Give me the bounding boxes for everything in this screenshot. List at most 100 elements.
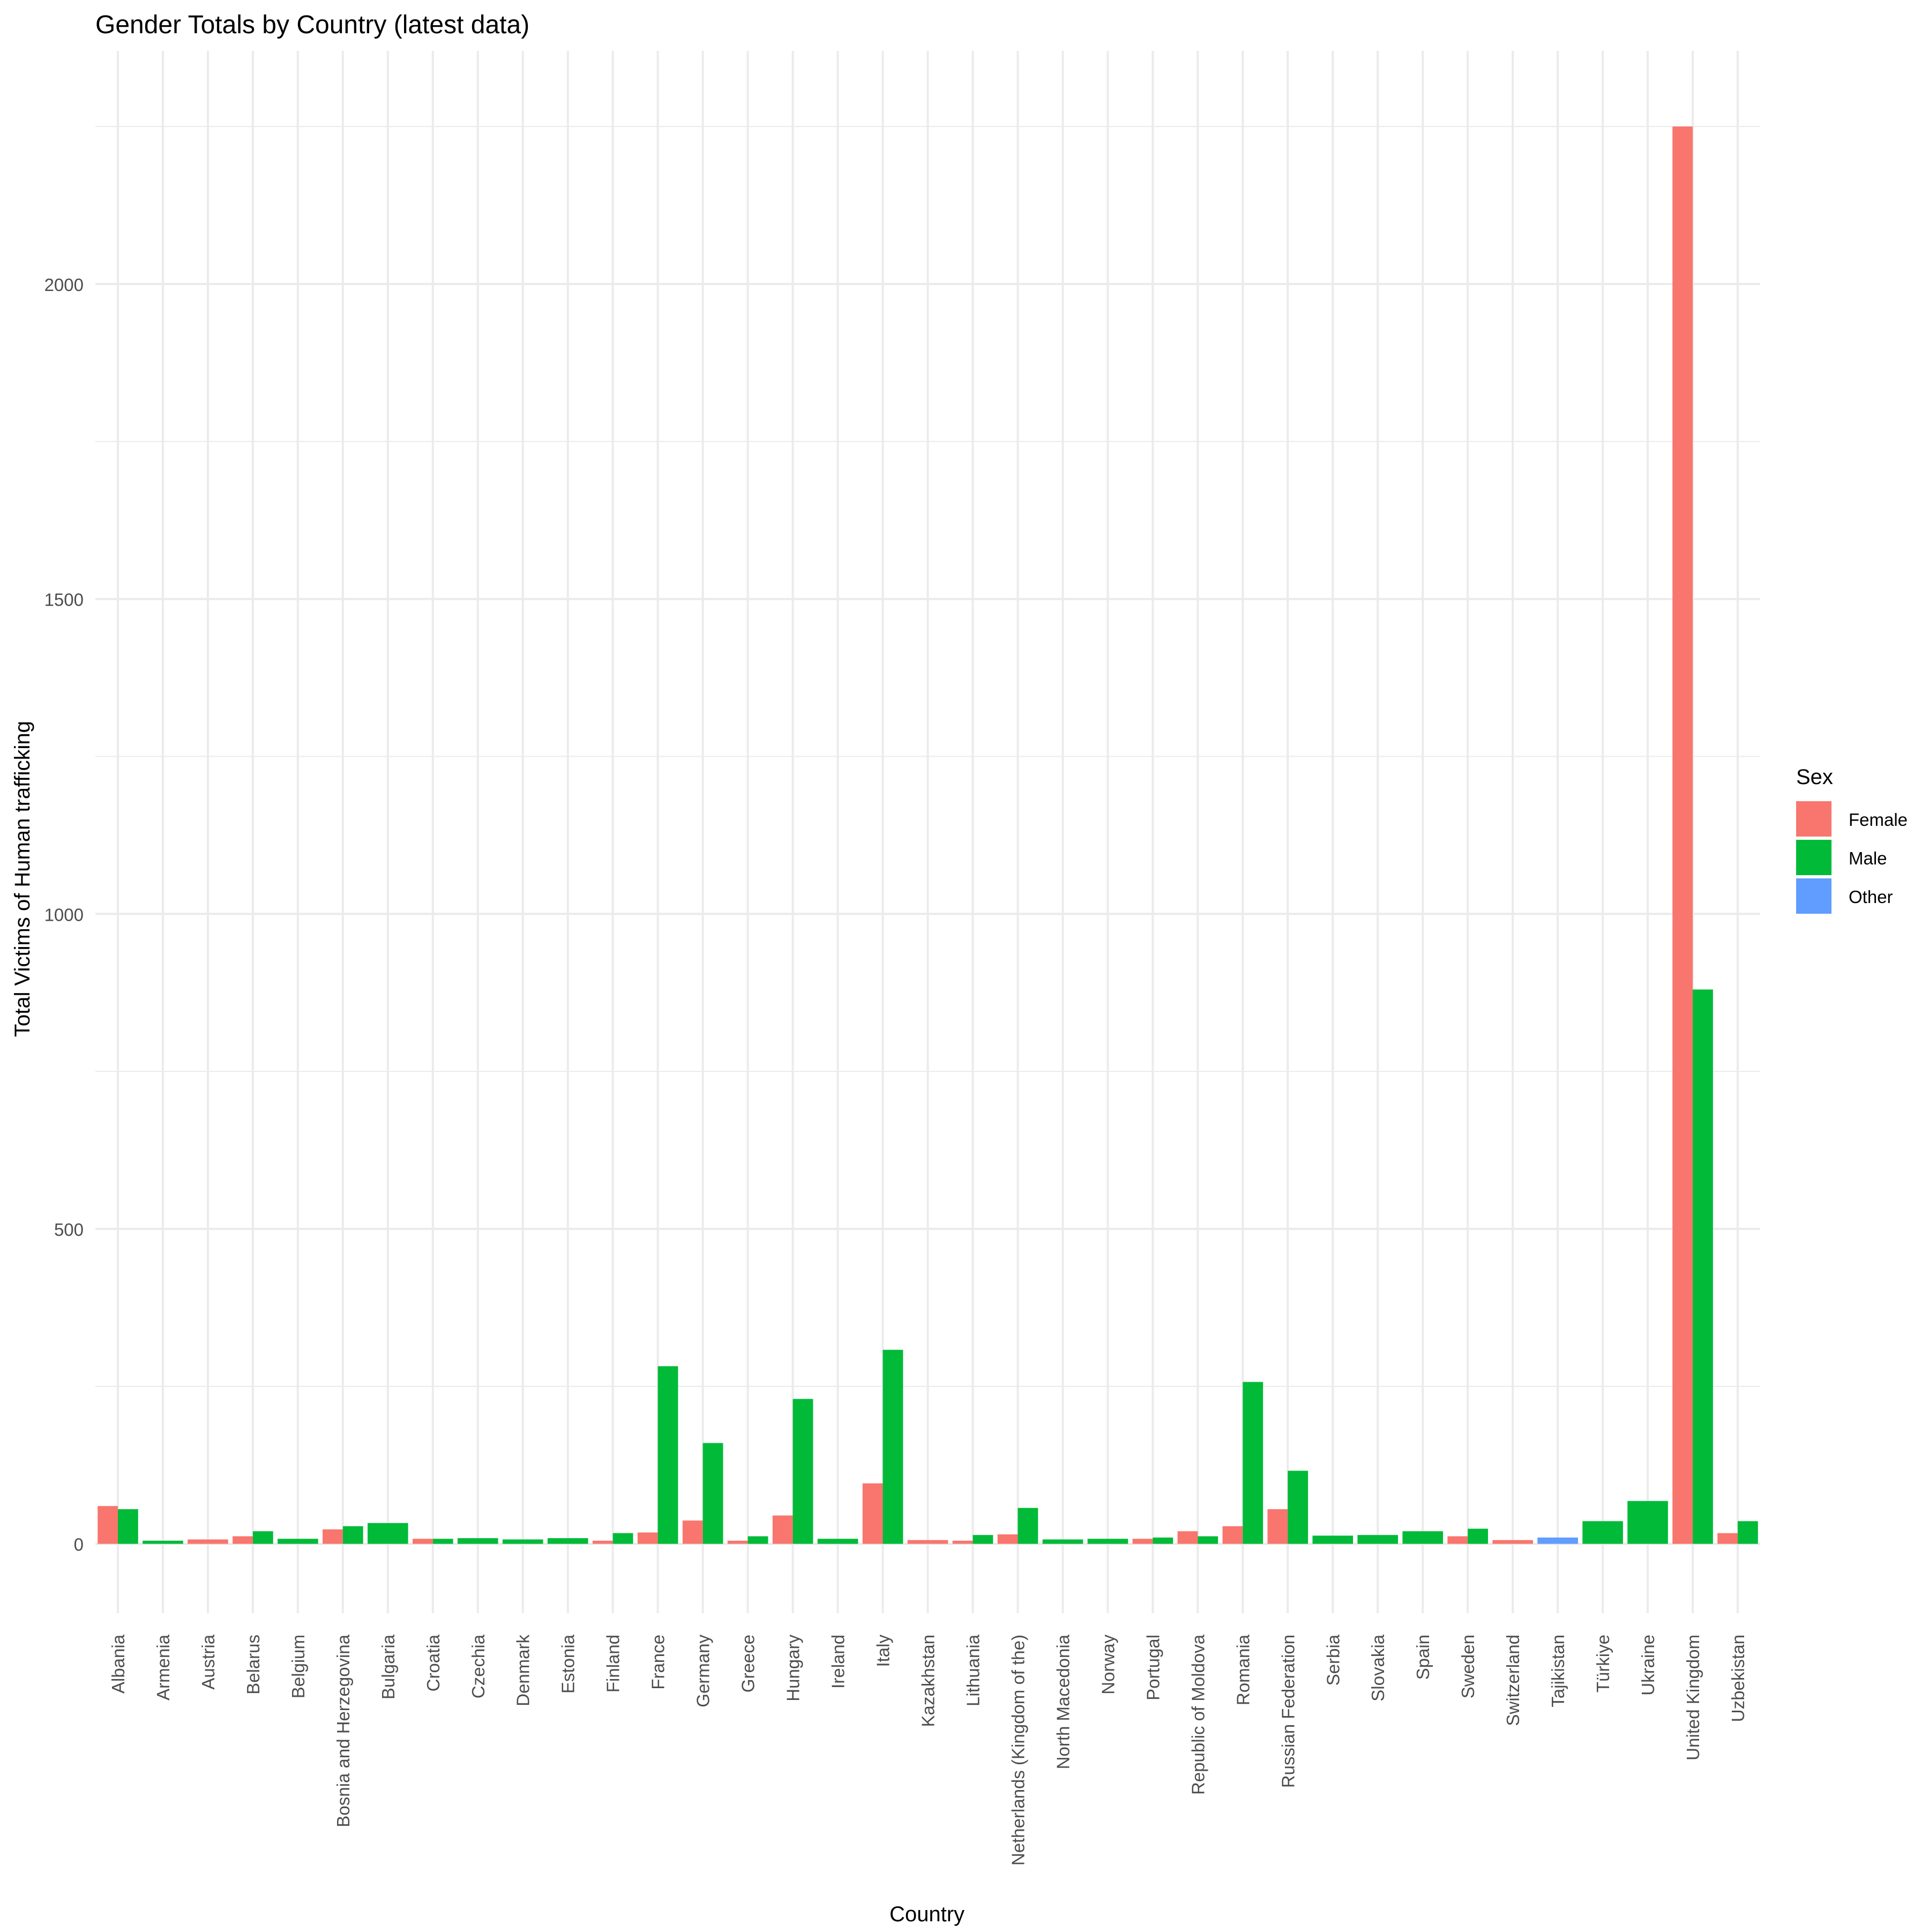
bar-male [817,1539,858,1544]
x-tick-label: Denmark [513,1635,533,1706]
bar-female [997,1534,1018,1544]
bar-female [1222,1526,1243,1544]
x-tick-label: Austria [198,1634,218,1689]
bar-male [657,1366,678,1544]
x-axis-label: Country [889,1903,965,1926]
bar-female [1672,126,1693,1544]
x-tick-label: North Macedonia [1053,1634,1073,1769]
bar-female [862,1483,883,1544]
y-tick-label: 1500 [44,590,84,610]
bar-male [143,1540,183,1544]
bar-male [1042,1539,1083,1544]
chart-title: Gender Totals by Country (latest data) [95,11,529,39]
x-tick-label: Serbia [1323,1634,1343,1685]
bar-male [883,1349,903,1544]
bar-male [747,1536,768,1544]
legend-key-other [1796,878,1831,914]
x-tick-label: Tajikistan [1548,1635,1568,1707]
x-tick-label: Bosnia and Herzegovina [333,1634,353,1827]
x-tick-label: Croatia [423,1634,443,1691]
y-tick-label: 2000 [44,275,84,295]
bar-female [188,1539,228,1544]
bar-male [457,1538,498,1544]
x-tick-label: Netherlands (Kingdom of the) [1008,1635,1028,1866]
bar-female [907,1540,948,1544]
bar-male [432,1539,453,1544]
x-tick-label: Slovakia [1368,1634,1388,1701]
y-tick-label: 0 [74,1535,84,1555]
bar-female [772,1515,793,1544]
bar-male [1018,1508,1038,1544]
x-tick-label: Bulgaria [378,1634,398,1699]
x-tick-label: Albania [108,1634,128,1694]
legend-items: Female Male Other [1796,801,1908,914]
bar-male [1738,1521,1758,1544]
bar-male [1402,1531,1443,1544]
bar-other [1537,1537,1578,1544]
bar-male [252,1531,273,1544]
bar-female [1177,1531,1198,1544]
x-tick-label: Spain [1413,1635,1433,1680]
x-tick-label: Finland [603,1635,623,1692]
bar-male [1627,1501,1668,1544]
bar-male [278,1539,318,1544]
bar-female [323,1529,343,1544]
bar-male [1582,1521,1623,1544]
x-tick-label: Norway [1098,1635,1118,1695]
x-tick-label: Ukraine [1638,1635,1658,1696]
bar-male [547,1538,588,1544]
legend-label-other: Other [1849,887,1893,907]
bar-male [1468,1528,1488,1544]
bar-female [637,1532,658,1544]
x-tick-label: Armenia [153,1634,173,1700]
bar-male [1087,1539,1128,1544]
x-tick-label: Republic of Moldova [1188,1634,1208,1795]
bar-male [1243,1382,1263,1544]
bar-male [368,1523,408,1544]
x-tick-label: United Kingdom [1683,1635,1703,1761]
bars [98,126,1758,1544]
legend-key-female [1796,801,1831,837]
y-tick-label: 1000 [44,905,84,924]
x-tick-label: Kazakhstan [918,1635,938,1727]
bar-male [502,1539,543,1544]
x-tick-label: Uzbekistan [1728,1635,1748,1722]
x-tick-label: Hungary [783,1635,803,1702]
bar-female [1447,1536,1468,1544]
bar-female [952,1540,973,1544]
bar-female [98,1506,118,1544]
x-tick-label: Belgium [288,1635,308,1698]
x-tick-label: Switzerland [1503,1635,1523,1726]
bar-male [1693,989,1713,1544]
bar-male [1153,1537,1173,1544]
legend: Sex Female Male Other [1796,765,1908,914]
x-tick-label: Czechia [468,1634,488,1698]
bar-female [1717,1533,1738,1544]
x-tick-label: Italy [873,1635,893,1667]
bar-male [973,1535,993,1544]
bar-female [592,1540,613,1544]
x-tick-label: Belarus [243,1635,263,1695]
legend-label-male: Male [1849,848,1887,868]
gridlines [95,51,1760,1613]
legend-title: Sex [1796,765,1833,789]
legend-label-female: Female [1849,810,1908,830]
axes: 0 500 1000 1500 2000 Albania Armenia Austria Bel… [44,275,1748,1866]
bar-female [1267,1509,1288,1544]
bar-male [1288,1471,1309,1544]
bar-male [612,1533,633,1544]
bar-male [1357,1535,1399,1544]
x-tick-label: Greece [738,1635,758,1692]
bar-female [413,1539,433,1544]
x-tick-label: Lithuania [963,1634,983,1706]
bar-female [233,1536,253,1544]
x-tick-label: Germany [693,1635,713,1707]
legend-key-male [1796,840,1831,875]
x-tick-label: Estonia [558,1634,578,1694]
bar-female [727,1540,748,1544]
y-axis-label: Total Victims of Human trafficking [11,721,34,1037]
bar-female [682,1520,703,1544]
bar-male [702,1443,723,1544]
